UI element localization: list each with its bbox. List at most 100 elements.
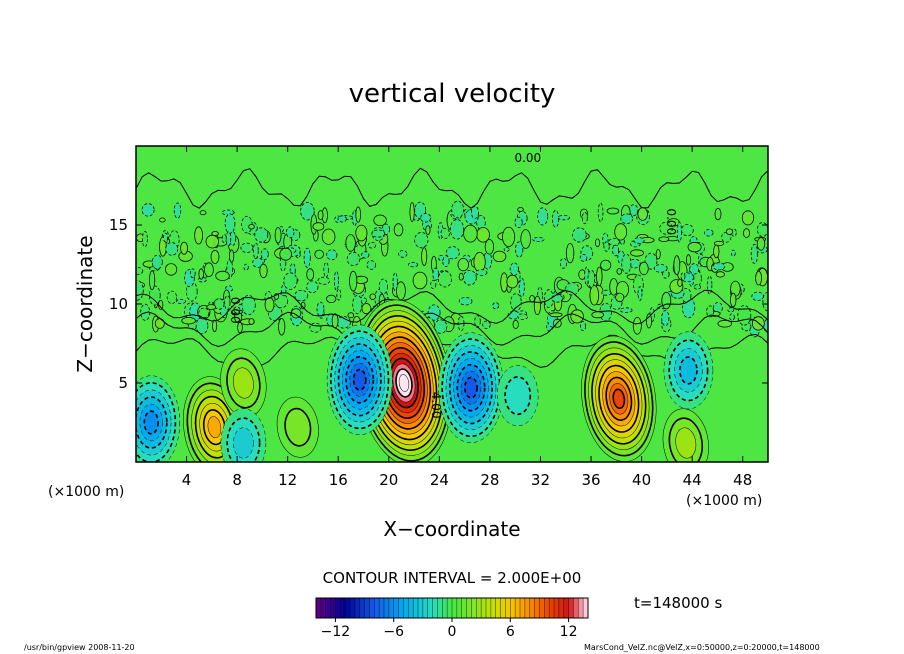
turbulence-eddy: [646, 313, 653, 329]
contour-field: 0.00 0.00 0.00 4.00: [136, 146, 768, 462]
turbulence-eddy: [655, 249, 661, 260]
contour-level: [207, 416, 222, 439]
colorbar-swatch: [515, 598, 521, 618]
contour-level: [679, 356, 698, 385]
colorbar-tick-label: 0: [448, 624, 457, 640]
turbulence-eddy: [190, 268, 196, 279]
turbulence-eddy: [432, 267, 440, 281]
turbulence-eddy: [326, 249, 338, 261]
contour-level: [675, 427, 697, 459]
updraft-cell: [220, 348, 267, 418]
turbulence-eddy: [532, 236, 545, 242]
turbulence-eddy: [725, 228, 734, 235]
turbulence-eddy: [224, 295, 231, 311]
turbulence-eddy: [176, 298, 186, 304]
turbulence-eddy: [715, 271, 725, 278]
turbulence-eddy: [259, 263, 268, 279]
turbulence-eddy: [438, 254, 445, 261]
colorbar-swatch: [563, 598, 569, 618]
x-axis-label: X−coordinate: [383, 517, 520, 541]
updraft-cell: [581, 335, 657, 462]
turbulence-eddy: [565, 282, 580, 296]
x-tick-label: 12: [278, 471, 297, 489]
turbulence-eddy: [437, 270, 452, 288]
turbulence-eddy: [615, 292, 625, 303]
turbulence-eddy: [741, 210, 755, 226]
turbulence-eddy: [300, 201, 315, 221]
turbulence-eddy: [596, 266, 603, 287]
turbulence-eddy: [614, 223, 628, 241]
turbulence-eddy: [717, 319, 733, 328]
turbulence-eddy: [198, 268, 204, 280]
turbulence-eddy: [581, 211, 588, 225]
turbulence-eddy: [180, 241, 189, 255]
colorbar-swatch: [500, 598, 506, 618]
turbulence-eddy: [442, 255, 450, 268]
turbulence-eddy: [337, 215, 347, 223]
downdraft-cell: [220, 408, 267, 462]
turbulence-eddy: [706, 305, 714, 318]
colorbar-tick-label: 12: [560, 624, 578, 640]
turbulence-eddy: [762, 292, 768, 312]
colorbar-swatch: [568, 598, 574, 618]
x-tick-label: 40: [632, 471, 651, 489]
turbulence-eddy: [264, 297, 275, 313]
colorbar-swatch: [393, 598, 399, 618]
turbulence-eddy: [278, 318, 286, 336]
turbulence-eddy: [589, 285, 600, 306]
contour-level: [284, 407, 312, 447]
background-contour: [136, 289, 768, 325]
turbulence-eddy: [445, 246, 460, 260]
colorbar-swatch: [554, 598, 560, 618]
turbulence-eddy: [336, 288, 342, 301]
turbulence-eddy: [612, 244, 620, 257]
turbulence-eddy: [713, 240, 725, 247]
turbulence-eddy: [482, 320, 491, 329]
downdraft-cell: [496, 365, 539, 427]
turbulence-eddy: [355, 206, 362, 223]
colorbar-swatch: [558, 598, 565, 618]
colorbar-tick-label: 6: [506, 624, 515, 640]
turbulence-eddy: [559, 257, 568, 269]
colorbar-swatch: [403, 598, 409, 618]
x-tick-label: 16: [329, 471, 348, 489]
upper-zero-contour: [136, 167, 768, 209]
x-tick-label: 20: [379, 471, 398, 489]
turbulence-eddy: [154, 318, 165, 329]
turbulence-eddy: [316, 301, 325, 317]
turbulence-eddy: [303, 247, 311, 268]
turbulence-eddy: [518, 278, 525, 298]
turbulence-eddy: [283, 272, 298, 290]
colorbar-swatch: [534, 598, 540, 618]
turbulence-eddy: [658, 236, 670, 242]
turbulence-eddy: [346, 251, 361, 266]
turbulence-eddy: [306, 280, 319, 294]
turbulence-eddy: [600, 259, 612, 271]
turbulence-eddy: [621, 253, 632, 274]
turbulence-eddy: [260, 248, 269, 261]
turbulence-eddy: [427, 304, 441, 321]
turbulence-eddy: [378, 278, 388, 295]
footer-right: MarsCond_VelZ.nc@VelZ,x=0:50000,z=0:2000…: [584, 643, 820, 652]
colorbar-swatch: [384, 598, 390, 618]
turbulence-eddy: [512, 319, 519, 329]
turbulence-eddy: [162, 232, 168, 243]
turbulence-eddy: [254, 227, 269, 243]
turbulence-eddy: [369, 293, 376, 300]
turbulence-eddy: [659, 221, 673, 235]
turbulence-eddy: [194, 226, 204, 245]
colorbar-swatch: [330, 598, 336, 618]
turbulence-eddy: [279, 247, 293, 261]
turbulence-eddy: [306, 268, 315, 281]
turbulence-eddy: [517, 207, 524, 212]
turbulence-eddy: [248, 223, 255, 230]
colorbar-swatch: [320, 598, 327, 618]
colorbar-swatch: [364, 598, 370, 618]
turbulence-eddy: [286, 226, 295, 239]
downdraft-cell: [326, 324, 393, 436]
contour-level: [233, 367, 254, 399]
turbulence-eddy: [591, 311, 604, 319]
turbulence-eddy: [221, 234, 227, 244]
turbulence-eddy: [676, 221, 682, 243]
turbulence-eddy: [331, 313, 339, 329]
